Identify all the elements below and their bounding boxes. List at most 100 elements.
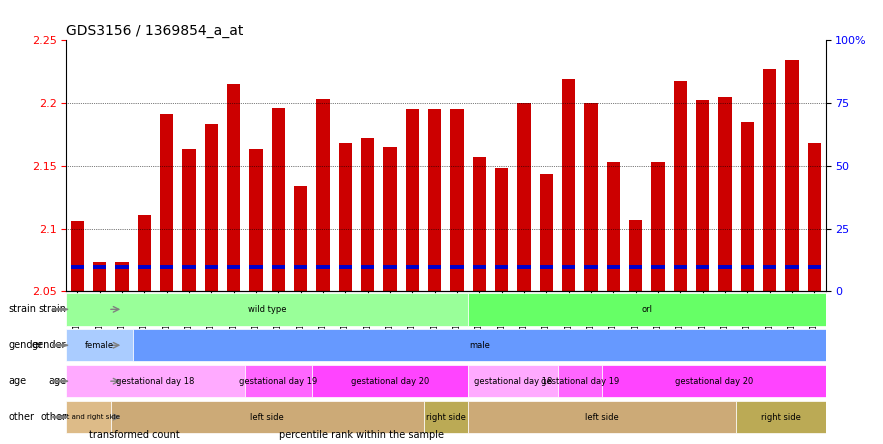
Bar bbox=[719, 265, 732, 269]
FancyBboxPatch shape bbox=[245, 365, 312, 397]
Bar bbox=[71, 221, 84, 291]
Bar bbox=[316, 99, 329, 291]
Bar bbox=[696, 100, 709, 291]
FancyBboxPatch shape bbox=[468, 293, 826, 325]
Bar bbox=[785, 265, 799, 269]
Bar bbox=[540, 265, 553, 269]
Text: left side: left side bbox=[585, 412, 619, 422]
Bar bbox=[495, 265, 509, 269]
Bar bbox=[517, 265, 531, 269]
Bar bbox=[629, 265, 643, 269]
Bar bbox=[160, 265, 173, 269]
Bar bbox=[607, 162, 620, 291]
Text: orl: orl bbox=[641, 305, 653, 314]
Bar bbox=[160, 114, 173, 291]
Bar bbox=[517, 103, 531, 291]
Bar bbox=[93, 265, 107, 269]
Bar bbox=[272, 108, 285, 291]
Bar bbox=[93, 262, 107, 291]
Bar bbox=[741, 265, 754, 269]
Text: gender: gender bbox=[32, 340, 66, 350]
FancyBboxPatch shape bbox=[312, 365, 468, 397]
Bar bbox=[808, 143, 821, 291]
Bar bbox=[294, 265, 307, 269]
Bar bbox=[183, 265, 196, 269]
Bar bbox=[249, 265, 263, 269]
FancyBboxPatch shape bbox=[602, 365, 826, 397]
Text: GDS3156 / 1369854_a_at: GDS3156 / 1369854_a_at bbox=[66, 24, 244, 38]
Bar bbox=[607, 265, 620, 269]
Text: gestational day 18: gestational day 18 bbox=[117, 377, 195, 386]
Text: gestational day 20: gestational day 20 bbox=[351, 377, 429, 386]
FancyBboxPatch shape bbox=[66, 329, 133, 361]
Text: left side: left side bbox=[251, 412, 284, 422]
Bar bbox=[227, 84, 240, 291]
Bar bbox=[562, 265, 576, 269]
Text: other: other bbox=[41, 412, 66, 422]
Text: strain: strain bbox=[38, 304, 66, 314]
Bar bbox=[674, 81, 687, 291]
Bar bbox=[138, 265, 151, 269]
Text: age: age bbox=[48, 376, 66, 386]
Bar bbox=[316, 265, 329, 269]
Bar bbox=[205, 265, 218, 269]
Bar bbox=[562, 79, 576, 291]
Bar bbox=[272, 265, 285, 269]
Bar bbox=[696, 265, 709, 269]
Bar bbox=[472, 265, 487, 269]
Text: gestational day 19: gestational day 19 bbox=[540, 377, 619, 386]
Bar bbox=[249, 149, 263, 291]
Bar bbox=[472, 157, 487, 291]
Text: left and right side: left and right side bbox=[57, 414, 119, 420]
Bar bbox=[205, 124, 218, 291]
Bar bbox=[741, 122, 754, 291]
Bar bbox=[138, 215, 151, 291]
FancyBboxPatch shape bbox=[468, 365, 557, 397]
Text: transformed count: transformed count bbox=[89, 430, 180, 440]
Bar bbox=[294, 186, 307, 291]
FancyBboxPatch shape bbox=[557, 365, 602, 397]
Text: gestational day 20: gestational day 20 bbox=[675, 377, 753, 386]
Bar bbox=[227, 265, 240, 269]
Bar bbox=[428, 109, 442, 291]
FancyBboxPatch shape bbox=[736, 401, 826, 433]
Bar bbox=[495, 168, 509, 291]
Bar bbox=[629, 220, 643, 291]
Text: female: female bbox=[85, 341, 114, 350]
Bar bbox=[540, 174, 553, 291]
Bar bbox=[116, 265, 129, 269]
Text: right side: right side bbox=[426, 412, 466, 422]
Text: percentile rank within the sample: percentile rank within the sample bbox=[279, 430, 444, 440]
Bar bbox=[808, 265, 821, 269]
Text: gender: gender bbox=[9, 340, 43, 350]
FancyBboxPatch shape bbox=[424, 401, 468, 433]
Bar bbox=[361, 138, 374, 291]
Bar bbox=[383, 147, 396, 291]
Bar bbox=[405, 109, 419, 291]
Bar bbox=[763, 69, 776, 291]
Bar bbox=[71, 265, 84, 269]
Bar bbox=[763, 265, 776, 269]
Bar bbox=[183, 149, 196, 291]
Bar bbox=[405, 265, 419, 269]
Bar bbox=[674, 265, 687, 269]
FancyBboxPatch shape bbox=[111, 401, 424, 433]
FancyBboxPatch shape bbox=[66, 293, 468, 325]
Text: gestational day 19: gestational day 19 bbox=[239, 377, 318, 386]
FancyBboxPatch shape bbox=[66, 365, 245, 397]
Text: wild type: wild type bbox=[248, 305, 286, 314]
Bar bbox=[116, 262, 129, 291]
Bar bbox=[585, 103, 598, 291]
Text: male: male bbox=[469, 341, 490, 350]
Bar bbox=[652, 265, 665, 269]
Bar bbox=[383, 265, 396, 269]
Text: other: other bbox=[9, 412, 34, 422]
Bar bbox=[339, 265, 352, 269]
Bar bbox=[339, 143, 352, 291]
Bar bbox=[450, 109, 464, 291]
Text: age: age bbox=[9, 376, 27, 386]
Bar bbox=[450, 265, 464, 269]
Bar bbox=[719, 96, 732, 291]
Bar bbox=[652, 162, 665, 291]
Bar bbox=[428, 265, 442, 269]
